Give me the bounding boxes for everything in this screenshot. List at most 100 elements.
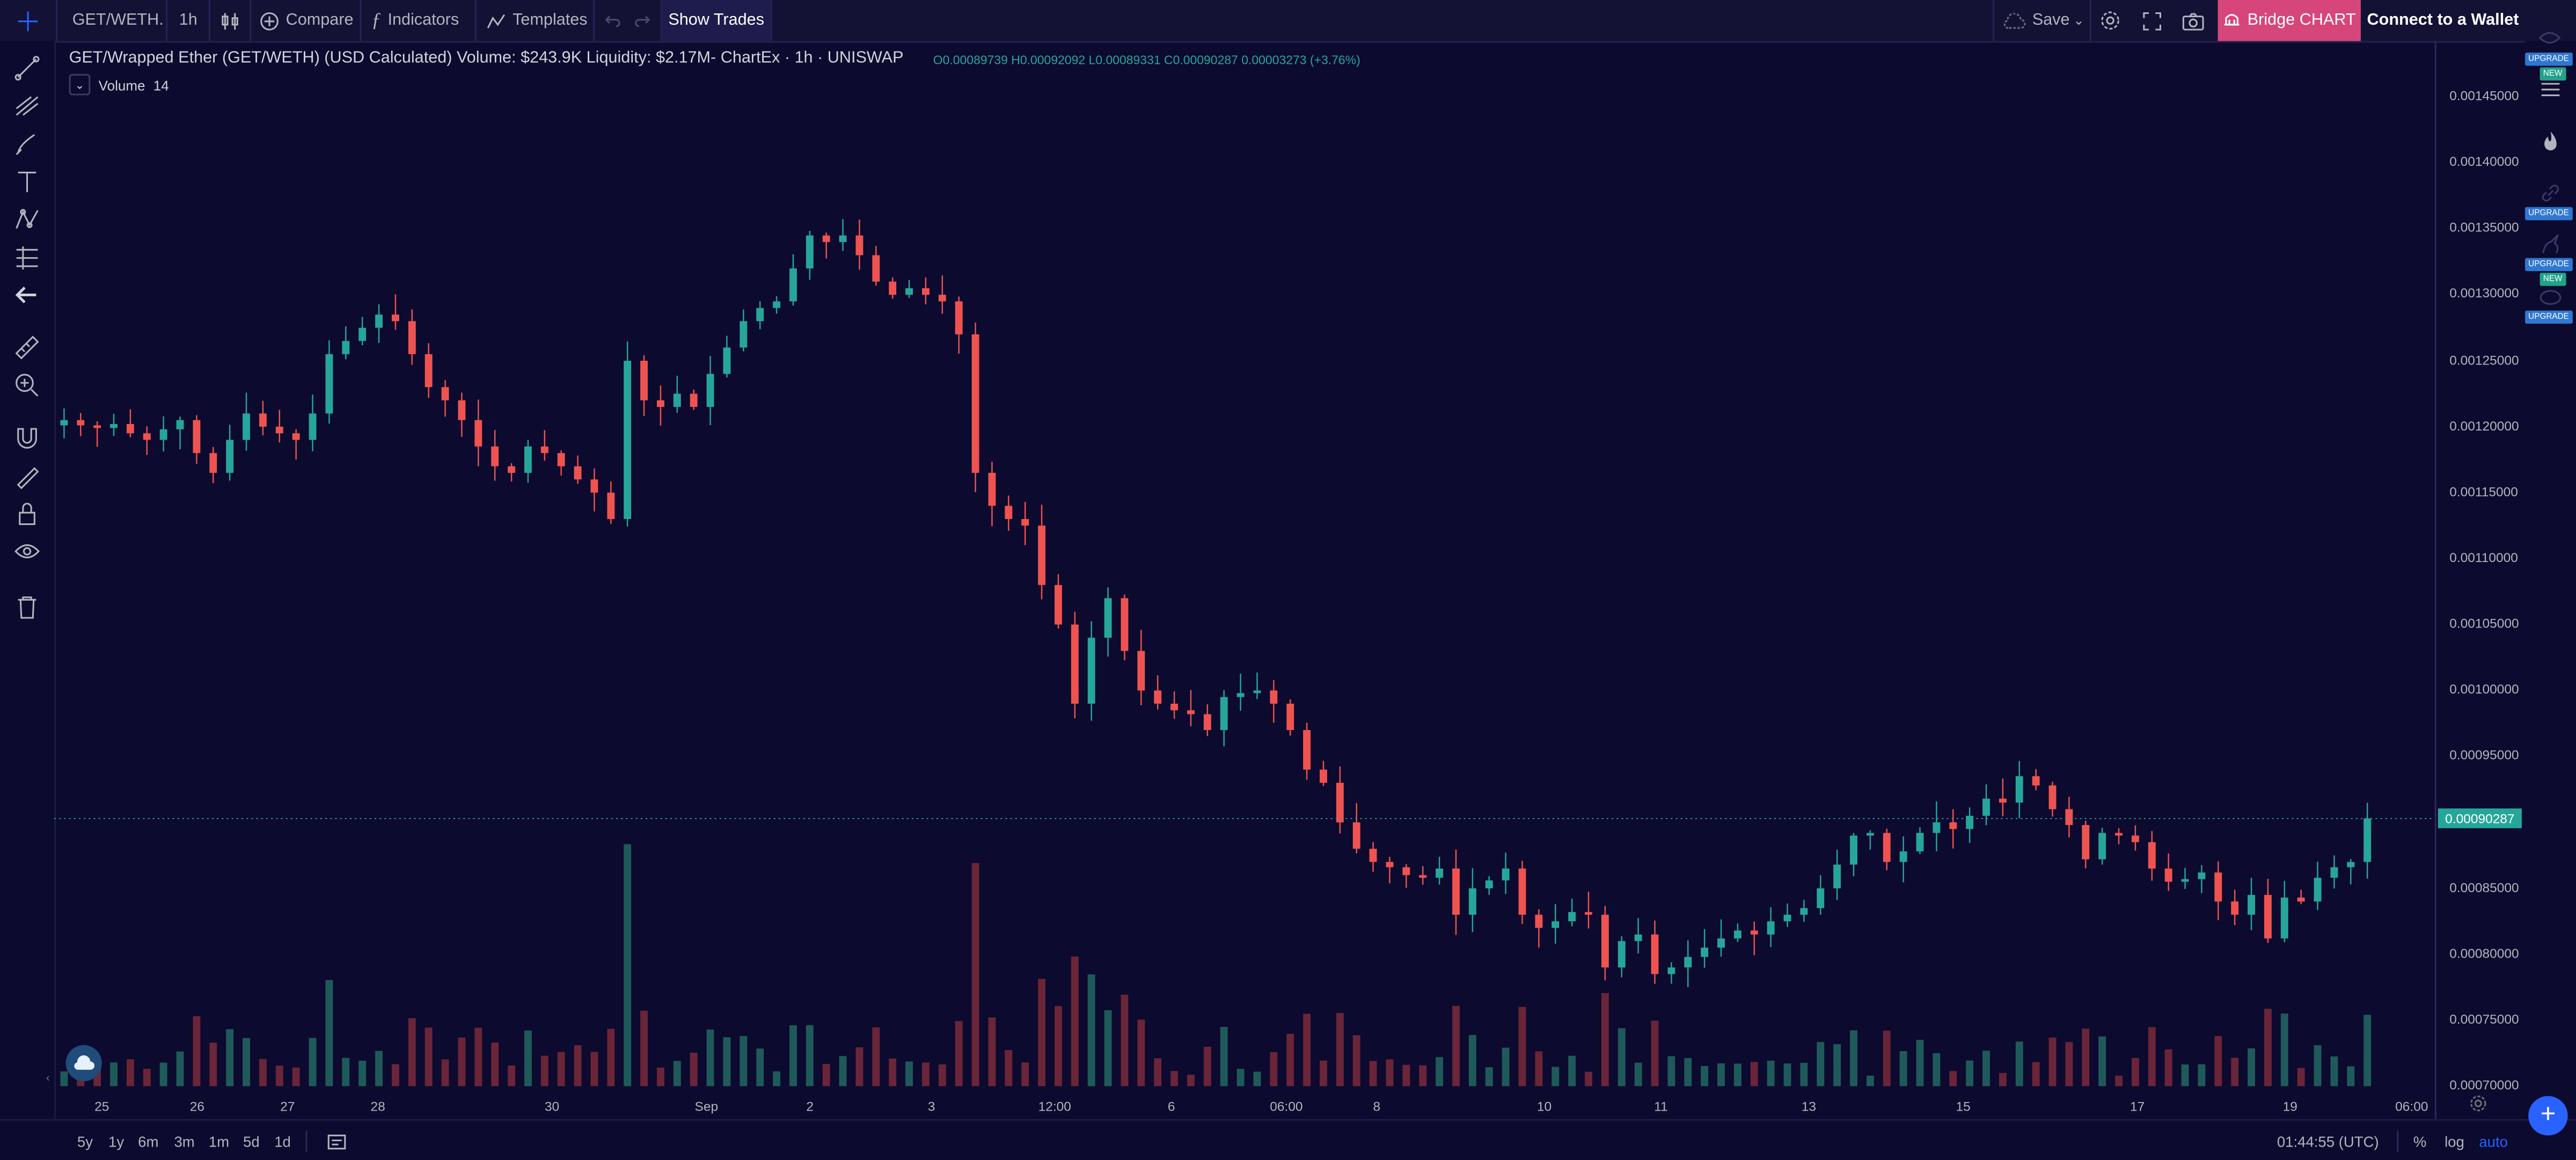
- pancake-icon[interactable]: [2538, 284, 2563, 308]
- save-dropdown-chevron-icon[interactable]: ⌄: [2073, 13, 2084, 28]
- price-scale[interactable]: 0.00145000 0.00140000 0.00135000 0.00130000…: [2434, 41, 2527, 1119]
- watchlist-eye-icon[interactable]: [2538, 30, 2562, 46]
- candle-body: [1170, 703, 1179, 711]
- collapse-chevron-icon[interactable]: ⌄: [69, 74, 91, 96]
- ruler-icon[interactable]: [13, 333, 41, 361]
- range-5d[interactable]: 5d: [243, 1133, 260, 1150]
- range-1m[interactable]: 1m: [208, 1133, 230, 1150]
- candle-body: [1154, 690, 1162, 704]
- settings-gear-icon[interactable]: [2099, 0, 2121, 41]
- connect-wallet-button[interactable]: Connect to a Wallet: [2367, 11, 2519, 30]
- prediction-tool-icon[interactable]: [13, 243, 41, 271]
- volume-bar: [1005, 1050, 1013, 1086]
- crosshair-icon[interactable]: [13, 0, 42, 41]
- candle-body: [2280, 898, 2288, 939]
- interval-button[interactable]: 1h: [179, 11, 197, 30]
- compare-button[interactable]: Compare: [260, 0, 354, 41]
- goto-date-icon[interactable]: [327, 1121, 347, 1160]
- volume-bar: [508, 1065, 515, 1086]
- upgrade-badge[interactable]: UPGRADE: [2525, 258, 2573, 272]
- templates-button[interactable]: Templates: [486, 0, 588, 41]
- fib-tool-icon[interactable]: [13, 92, 41, 120]
- volume-legend[interactable]: ⌄ Volume 14: [69, 74, 169, 96]
- candle-body: [1220, 697, 1228, 731]
- camera-icon[interactable]: [2182, 0, 2205, 41]
- indicators-button[interactable]: ƒ Indicators: [371, 0, 459, 41]
- eye-icon[interactable]: [13, 537, 41, 565]
- brush-icon[interactable]: [13, 130, 41, 158]
- lock-icon[interactable]: [13, 500, 41, 528]
- candle-body: [1386, 862, 1394, 867]
- chartex-logo-icon[interactable]: [65, 1045, 102, 1082]
- upgrade-badge[interactable]: UPGRADE: [2525, 207, 2573, 221]
- symbol-legend[interactable]: GET/Wrapped Ether (GET/WETH) (USD Calcul…: [69, 49, 904, 68]
- volume-bar: [789, 1025, 797, 1086]
- range-5y[interactable]: 5y: [77, 1133, 93, 1150]
- axis-settings-gear-icon[interactable]: [2469, 1095, 2487, 1113]
- time-scale[interactable]: 25 26 27 28 30 Sep 2 3 12:00 6 06:00 8 10 11 13 15 17 19 0…: [54, 1090, 2435, 1119]
- volume-bar: [1419, 1065, 1427, 1086]
- link-icon[interactable]: [2540, 183, 2562, 204]
- candlestick-chart[interactable]: [54, 41, 2435, 1090]
- undo-icon[interactable]: [605, 0, 621, 41]
- candle-body: [1502, 869, 1510, 881]
- percent-toggle[interactable]: %: [2413, 1133, 2427, 1150]
- candle-body: [2248, 895, 2256, 915]
- chart-type-icon[interactable]: [220, 0, 240, 41]
- text-tool-icon[interactable]: [13, 167, 41, 195]
- range-1d[interactable]: 1d: [274, 1133, 291, 1150]
- candle-body: [259, 413, 267, 427]
- list-icon[interactable]: [2540, 81, 2562, 99]
- range-1y[interactable]: 1y: [108, 1133, 125, 1150]
- upgrade-badge[interactable]: UPGRADE: [2525, 52, 2573, 66]
- candle-body: [1303, 730, 1311, 770]
- upgrade-badge[interactable]: UPGRADE: [2525, 310, 2573, 324]
- fire-icon[interactable]: [2542, 130, 2560, 153]
- volume-bar: [1452, 1005, 1460, 1086]
- save-button[interactable]: Save: [2003, 0, 2070, 41]
- save-label: Save: [2032, 11, 2070, 30]
- candle-body: [607, 492, 615, 519]
- unicorn-icon[interactable]: [2538, 232, 2563, 257]
- utc-clock[interactable]: 01:44:55 (UTC): [2277, 1133, 2379, 1150]
- magnet-icon[interactable]: [13, 424, 41, 452]
- range-6m[interactable]: 6m: [138, 1133, 159, 1150]
- auto-toggle[interactable]: auto: [2479, 1133, 2508, 1150]
- volume-bar: [259, 1059, 267, 1086]
- collapse-left-chevron-icon[interactable]: ‹: [46, 1073, 50, 1085]
- candle-body: [342, 341, 350, 354]
- time-tick-label: 10: [1536, 1099, 1552, 1114]
- price-tick-label: 0.00085000: [2449, 880, 2519, 895]
- candle-body: [1253, 690, 1261, 694]
- volume-bar: [773, 1071, 781, 1086]
- trash-icon[interactable]: [13, 593, 41, 621]
- bridge-chart-button[interactable]: Bridge CHART: [2218, 0, 2361, 41]
- volume-bar: [1502, 1047, 1510, 1086]
- volume-bar: [2115, 1075, 2123, 1086]
- volume-label: Volume: [98, 76, 145, 93]
- zoom-in-icon[interactable]: [13, 371, 41, 399]
- add-button[interactable]: +: [2528, 1096, 2568, 1136]
- volume-bar: [1220, 1027, 1228, 1086]
- templates-icon: [487, 13, 506, 28]
- price-tick-label: 0.00110000: [2449, 550, 2518, 565]
- back-arrow-icon[interactable]: [13, 281, 41, 309]
- candle-body: [1552, 921, 1560, 928]
- volume-bars: [60, 844, 2372, 1086]
- candle-body: [1601, 915, 1609, 968]
- price-candles: [54, 219, 2435, 988]
- stay-drawing-icon[interactable]: [13, 462, 41, 490]
- show-trades-button[interactable]: Show Trades: [662, 0, 771, 41]
- candle-body: [1236, 693, 1245, 697]
- trend-line-icon[interactable]: [13, 54, 41, 82]
- range-3m[interactable]: 3m: [174, 1133, 195, 1150]
- volume-bar: [1386, 1059, 1394, 1086]
- redo-icon[interactable]: [634, 0, 651, 41]
- log-toggle[interactable]: log: [2445, 1133, 2464, 1150]
- right-sidebar: UPGRADE NEW UPGRADE UPGRADE NEW UPGRADE: [2525, 32, 2576, 1119]
- candle-body: [508, 466, 515, 473]
- candle-body: [408, 321, 416, 354]
- fullscreen-icon[interactable]: [2142, 0, 2162, 41]
- symbol-button[interactable]: GET/WETH.: [72, 11, 164, 30]
- pattern-tool-icon[interactable]: [13, 206, 41, 234]
